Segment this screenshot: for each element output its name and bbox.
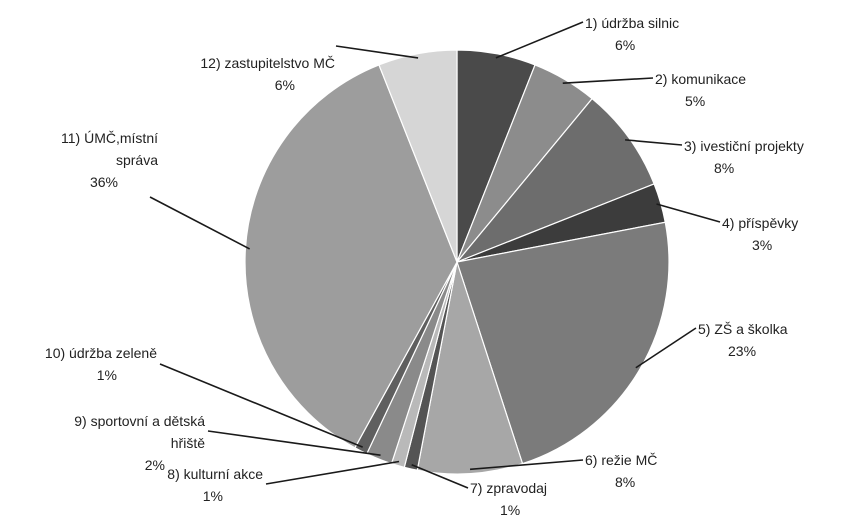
slice-name-label: 3) ivestiční projekty — [684, 138, 804, 154]
slice-label-12: 12) zastupitelstvo MČ 6% — [200, 55, 335, 93]
leader-line-7 — [411, 464, 469, 489]
slice-percent-label: 5% — [685, 93, 705, 109]
leader-line-8 — [265, 460, 400, 485]
leader-line-2 — [562, 77, 654, 84]
slice-percent-label: 1% — [97, 367, 117, 383]
slice-name-label: 5) ZŠ a školka — [698, 321, 788, 337]
slice-name-label: 11) ÚMČ,místní — [61, 130, 158, 146]
slice-percent-label: 6% — [615, 37, 635, 53]
slice-label-2: 2) komunikace 5% — [655, 71, 746, 109]
pie-slice-12 — [378, 49, 458, 263]
slice-label-6: 6) režie MČ 8% — [585, 452, 657, 490]
slice-label-9: 9) sportovní a dětská hřiště 2% — [74, 413, 205, 473]
leader-lines — [149, 21, 721, 489]
slice-label-1: 1) údržba silnic 6% — [585, 15, 679, 53]
slice-label-4: 4) příspěvky 3% — [722, 215, 798, 253]
leader-line-3 — [625, 139, 683, 146]
slice-label-10: 10) údržba zeleně 1% — [45, 345, 157, 383]
leader-line-10 — [159, 363, 363, 448]
slice-label-8: 8) kulturní akce 1% — [167, 466, 263, 504]
slice-name-label: správa — [116, 152, 158, 168]
slice-percent-label: 1% — [500, 502, 520, 518]
slice-percent-label: 8% — [714, 160, 734, 176]
leader-line-12 — [335, 45, 419, 59]
slice-name-label: 4) příspěvky — [722, 215, 798, 231]
slice-name-label: 8) kulturní akce — [167, 466, 263, 482]
slice-label-5: 5) ZŠ a školka 23% — [698, 321, 788, 359]
pie-slices — [244, 49, 670, 475]
pie-slice-3 — [456, 97, 655, 263]
slice-label-11: 11) ÚMČ,místní správa 36% — [61, 130, 158, 190]
slice-percent-label: 3% — [752, 237, 772, 253]
pie-slice-6 — [416, 261, 524, 475]
slice-label-3: 3) ivestiční projekty 8% — [684, 138, 804, 176]
slice-name-label: 7) zpravodaj — [470, 480, 547, 496]
leader-line-11 — [149, 196, 251, 250]
slice-name-label: 12) zastupitelstvo MČ — [200, 55, 335, 71]
leader-line-4 — [656, 203, 721, 223]
pie-slice-11 — [244, 64, 458, 449]
slice-percent-label: 6% — [275, 77, 295, 93]
slice-percent-label: 8% — [615, 474, 635, 490]
slice-name-label: 9) sportovní a dětská — [74, 413, 205, 429]
slice-percent-label: 2% — [145, 457, 165, 473]
leader-line-9 — [207, 430, 381, 456]
slice-name-label: 2) komunikace — [655, 71, 746, 87]
slice-name-label: 10) údržba zeleně — [45, 345, 157, 361]
slice-percent-label: 23% — [728, 343, 756, 359]
slice-name-label: 1) údržba silnic — [585, 15, 679, 31]
slice-name-label: hřiště — [171, 435, 205, 451]
leader-line-6 — [469, 459, 584, 471]
slice-percent-label: 1% — [203, 488, 223, 504]
slice-percent-label: 36% — [90, 174, 118, 190]
leader-line-1 — [495, 21, 584, 59]
slice-labels: 1) údržba silnic 6% 2) komunikace 5% 3) ives… — [45, 15, 804, 518]
slice-label-7: 7) zpravodaj 1% — [470, 480, 547, 518]
leader-line-5 — [635, 327, 697, 369]
pie-slice-5 — [456, 221, 670, 465]
slice-name-label: 6) režie MČ — [585, 452, 657, 468]
